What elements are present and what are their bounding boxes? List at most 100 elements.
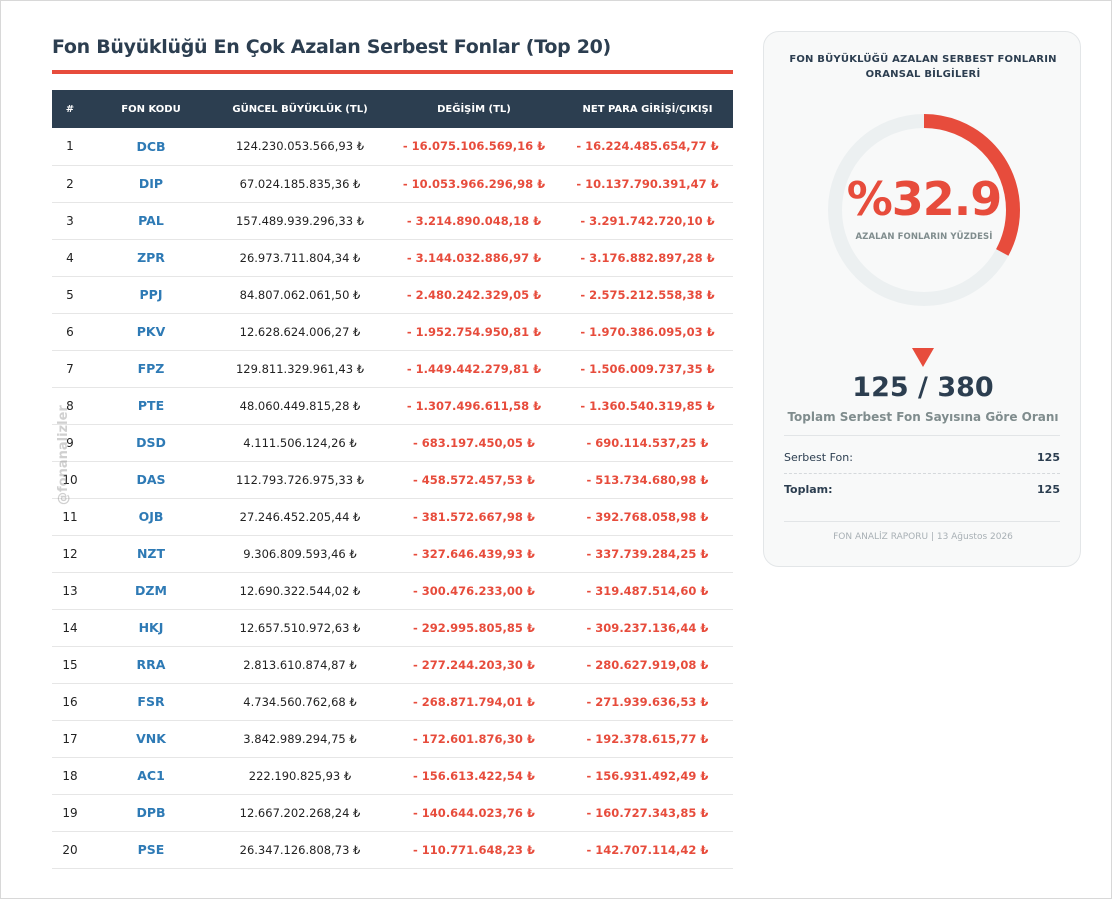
table-row[interactable]: 5 PPJ 84.807.062.061,50 ₺ - 2.480.242.329,0…: [52, 276, 733, 313]
row-index: 5: [66, 287, 74, 302]
table-row[interactable]: 14 HKJ 12.657.510.972,63 ₺ - 292.995.805,85…: [52, 609, 733, 646]
fund-code[interactable]: ZPR: [137, 250, 165, 265]
change-value: - 1.952.754.950,81 ₺: [406, 324, 542, 339]
table-row[interactable]: 11 OJB 27.246.452.205,44 ₺ - 381.572.667,98…: [52, 498, 733, 535]
row-index: 16: [62, 694, 78, 709]
current-size: 3.842.989.294,75 ₺: [243, 731, 357, 746]
current-size: 9.306.809.593,46 ₺: [243, 546, 357, 561]
net-flow-value: - 1.506.009.737,35 ₺: [580, 361, 715, 376]
net-flow-value: - 156.931.492,49 ₺: [586, 768, 709, 783]
change-value: - 3.144.032.886,97 ₺: [406, 250, 542, 265]
net-flow-value: - 10.137.790.391,47 ₺: [576, 176, 719, 191]
net-flow-value: - 1.970.386.095,03 ₺: [580, 324, 715, 339]
current-size: 27.246.452.205,44 ₺: [239, 509, 361, 524]
header-change[interactable]: DEĞİŞİM (TL): [437, 103, 511, 115]
net-flow-value: - 309.237.136,44 ₺: [586, 620, 709, 635]
table-row[interactable]: 6 PKV 12.628.624.006,27 ₺ - 1.952.754.950,8…: [52, 313, 733, 350]
change-value: - 458.572.457,53 ₺: [413, 472, 535, 487]
ratio-subtitle: Toplam Serbest Fon Sayısına Göre Oranı: [787, 410, 1059, 424]
gauge-subtitle: AZALAN FONLARIN YÜZDESİ: [855, 232, 993, 242]
table-row[interactable]: 17 VNK 3.842.989.294,75 ₺ - 172.601.876,30 …: [52, 720, 733, 757]
fund-code[interactable]: FSR: [137, 694, 165, 709]
net-flow-value: - 690.114.537,25 ₺: [586, 435, 709, 450]
fund-code[interactable]: PSE: [137, 842, 165, 857]
table-row[interactable]: 13 DZM 12.690.322.544,02 ₺ - 300.476.233,00…: [52, 572, 733, 609]
header-fund-code[interactable]: FON KODU: [121, 103, 181, 115]
funds-table: # FON KODU GÜNCEL BÜYÜKLÜK (TL) DEĞİŞİM …: [52, 90, 733, 869]
fund-code[interactable]: PPJ: [139, 287, 163, 302]
row-index: 9: [66, 435, 74, 450]
fund-code[interactable]: FPZ: [137, 361, 165, 376]
table-row[interactable]: 7 FPZ 129.811.329.961,43 ₺ - 1.449.442.279,…: [52, 350, 733, 387]
table-row[interactable]: 16 FSR 4.734.560.762,68 ₺ - 268.871.794,01 …: [52, 683, 733, 720]
fund-code[interactable]: DZM: [135, 583, 167, 598]
fund-code[interactable]: DPB: [136, 805, 166, 820]
card-title: FON BÜYÜKLÜĞÜ AZALAN SERBEST FONLARIN OR…: [789, 54, 1057, 80]
table-row[interactable]: 15 RRA 2.813.610.874,87 ₺ - 277.244.203,30 …: [52, 646, 733, 683]
change-value: - 10.053.966.296,98 ₺: [402, 176, 546, 191]
table-row[interactable]: 1 DCB 124.230.053.566,93 ₺ - 16.075.106.569…: [52, 128, 733, 165]
change-value: - 381.572.667,98 ₺: [413, 509, 535, 524]
fund-code[interactable]: VNK: [136, 731, 166, 746]
change-value: - 268.871.794,01 ₺: [413, 694, 535, 709]
change-value: - 3.214.890.048,18 ₺: [406, 213, 542, 228]
row-divider: [784, 473, 1060, 474]
fund-code[interactable]: PTE: [137, 398, 165, 413]
total-label: Toplam:: [784, 483, 833, 496]
total-value: 125: [1037, 483, 1060, 496]
fund-code[interactable]: DCB: [136, 138, 166, 154]
table-row[interactable]: 19 DPB 12.667.202.268,24 ₺ - 140.644.023,76…: [52, 794, 733, 831]
fund-code[interactable]: RRA: [136, 657, 166, 672]
table-row[interactable]: 3 PAL 157.489.939.296,33 ₺ - 3.214.890.048,…: [52, 202, 733, 239]
row-index: 13: [62, 583, 78, 598]
fund-code[interactable]: HKJ: [138, 620, 164, 635]
fund-code[interactable]: PAL: [138, 213, 164, 228]
serbest-value: 125: [1037, 451, 1060, 464]
table-header-row: # FON KODU GÜNCEL BÜYÜKLÜK (TL) DEĞİŞİM …: [52, 90, 733, 128]
current-size: 124.230.053.566,93 ₺: [235, 139, 365, 154]
table-row[interactable]: 20 PSE 26.347.126.808,73 ₺ - 110.771.648,23…: [52, 831, 733, 868]
net-flow-value: - 1.360.540.319,85 ₺: [580, 398, 715, 413]
change-value: - 16.075.106.569,16 ₺: [402, 139, 546, 154]
net-flow-value: - 192.378.615,77 ₺: [586, 731, 709, 746]
row-index: 6: [66, 324, 74, 339]
change-value: - 683.197.450,05 ₺: [413, 435, 535, 450]
row-index: 8: [66, 398, 74, 413]
fund-code[interactable]: DSD: [136, 435, 166, 450]
change-value: - 1.307.496.611,58 ₺: [406, 398, 542, 413]
fund-code[interactable]: DIP: [138, 176, 164, 191]
current-size: 26.347.126.808,73 ₺: [239, 842, 361, 857]
table-row[interactable]: 2 DIP 67.024.185.835,36 ₺ - 10.053.966.296,…: [52, 165, 733, 202]
table-row[interactable]: 8 PTE 48.060.449.815,28 ₺ - 1.307.496.611,5…: [52, 387, 733, 424]
stats-card: FON BÜYÜKLÜĞÜ AZALAN SERBEST FONLARIN OR…: [763, 31, 1081, 567]
current-size: 12.628.624.006,27 ₺: [239, 324, 361, 339]
current-size: 12.667.202.268,24 ₺: [239, 805, 361, 820]
change-value: - 277.244.203,30 ₺: [413, 657, 535, 672]
row-index: 18: [62, 768, 78, 783]
table-body: 1 DCB 124.230.053.566,93 ₺ - 16.075.106.569…: [52, 128, 733, 868]
table-row[interactable]: 10 DAS 112.793.726.975,33 ₺ - 458.572.457,5…: [52, 461, 733, 498]
ratio-value: 125 / 380: [852, 372, 994, 403]
fund-code[interactable]: DAS: [136, 472, 166, 487]
current-size: 2.813.610.874,87 ₺: [243, 657, 357, 672]
row-index: 19: [62, 805, 78, 820]
fund-code[interactable]: PKV: [136, 324, 166, 339]
gauge-arc: [828, 114, 1020, 306]
table-row[interactable]: 18 AC1 222.190.825,93 ₺ - 156.613.422,54 ₺ -…: [52, 757, 733, 794]
table-row[interactable]: 12 NZT 9.306.809.593,46 ₺ - 327.646.439,93 …: [52, 535, 733, 572]
table-row[interactable]: 4 ZPR 26.973.711.804,34 ₺ - 3.144.032.886,9…: [52, 239, 733, 276]
table-row[interactable]: 9 DSD 4.111.506.124,26 ₺ - 683.197.450,05 ₺…: [52, 424, 733, 461]
current-size: 112.793.726.975,33 ₺: [235, 472, 365, 487]
fund-code[interactable]: NZT: [136, 546, 166, 561]
header-index[interactable]: #: [65, 103, 75, 115]
row-index: 1: [66, 139, 74, 154]
header-current-size[interactable]: GÜNCEL BÜYÜKLÜK (TL): [232, 103, 368, 115]
row-index: 2: [66, 176, 74, 191]
fund-code[interactable]: OJB: [138, 509, 164, 524]
header-net-flow[interactable]: NET PARA GİRİŞİ/ÇIKIŞI: [582, 103, 713, 115]
current-size: 12.657.510.972,63 ₺: [239, 620, 361, 635]
current-size: 12.690.322.544,02 ₺: [239, 583, 361, 598]
current-size: 67.024.185.835,36 ₺: [239, 176, 361, 191]
fund-code[interactable]: AC1: [137, 768, 165, 783]
row-index: 12: [62, 546, 78, 561]
